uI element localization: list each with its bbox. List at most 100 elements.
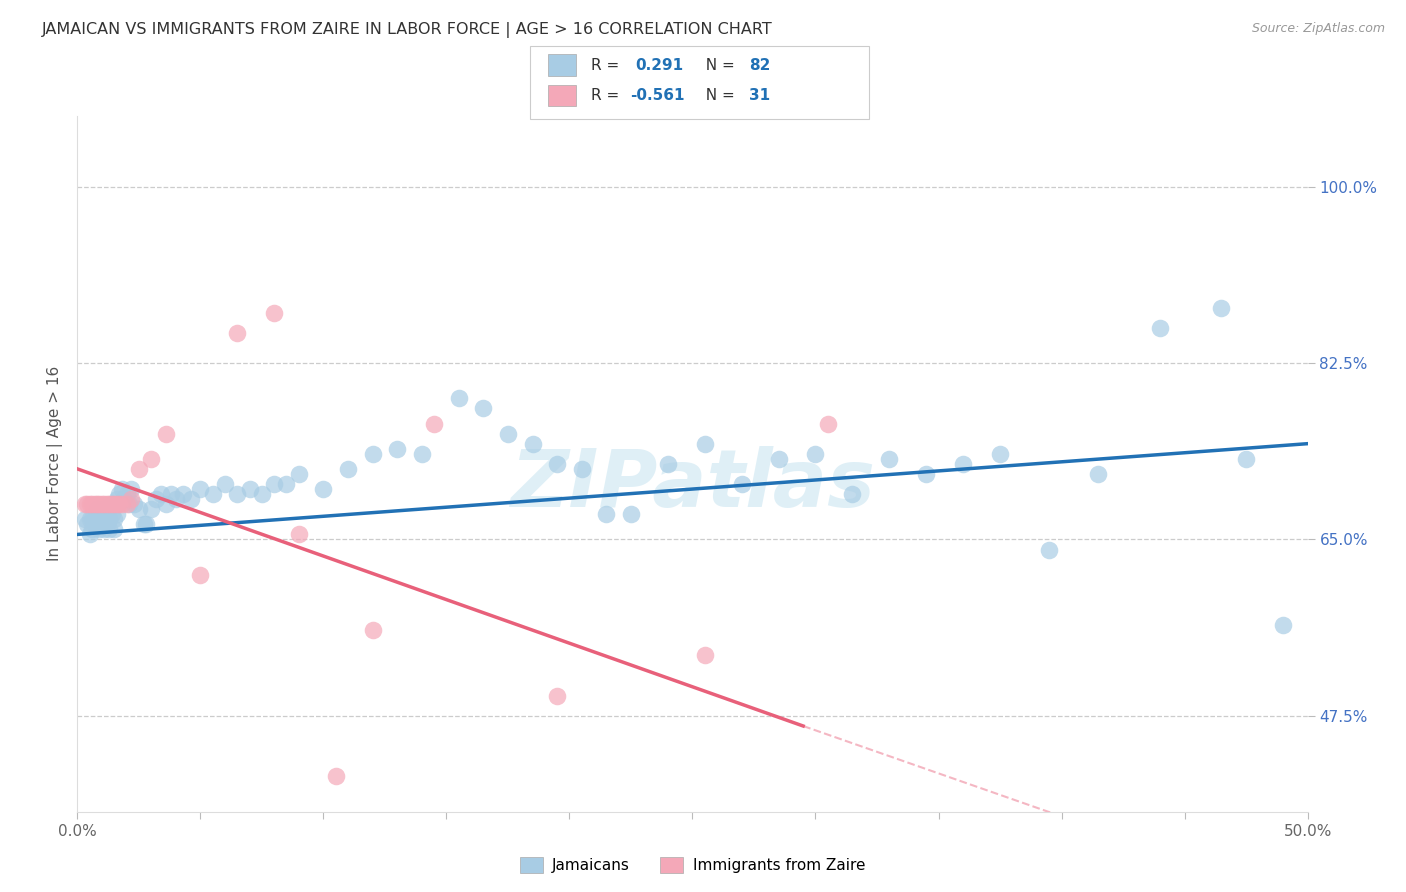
Point [337,462,360,476]
Text: 82: 82 [749,58,770,72]
Point [86,508,108,522]
Point [841,487,863,501]
Point [108,497,131,511]
Point [150,487,173,501]
Point [112,492,135,507]
Point [73,512,96,526]
Point [988,447,1011,461]
Point [111,497,132,511]
Point [1149,320,1171,334]
Point [160,487,183,501]
Point [522,436,544,450]
Point [103,512,125,526]
Text: -0.561: -0.561 [630,88,685,103]
Point [276,477,298,491]
Point [83,517,105,532]
Point [128,502,150,516]
Point [915,467,938,481]
Point [108,487,131,501]
Point [132,517,155,532]
Point [250,487,273,501]
Point [73,497,96,511]
Point [101,508,124,522]
Point [1234,451,1257,466]
Point [165,492,187,507]
Point [105,508,128,522]
Point [141,451,163,466]
Point [90,512,114,526]
Point [145,492,167,507]
Point [111,482,132,496]
Point [411,447,433,461]
Point [571,462,593,476]
Point [76,497,98,511]
Text: R =: R = [591,58,628,72]
Point [447,392,470,406]
Point [98,512,121,526]
Point [657,457,679,471]
Point [93,497,115,511]
Point [79,527,101,541]
Point [86,497,108,511]
Point [952,457,974,471]
Point [96,517,118,532]
Point [595,508,617,522]
Point [128,462,150,476]
Point [239,482,262,496]
Point [620,508,643,522]
Point [731,477,754,491]
Point [141,502,163,516]
Text: N =: N = [696,58,740,72]
Point [180,492,202,507]
Point [93,522,115,536]
Point [122,497,145,511]
Point [121,492,143,507]
Point [115,497,138,511]
Point [101,497,124,511]
Point [96,508,118,522]
Point [105,492,128,507]
Point [263,305,285,319]
Point [93,502,115,516]
Text: JAMAICAN VS IMMIGRANTS FROM ZAIRE IN LABOR FORCE | AGE > 16 CORRELATION CHART: JAMAICAN VS IMMIGRANTS FROM ZAIRE IN LAB… [42,22,773,38]
Point [76,517,98,532]
Point [1087,467,1109,481]
Point [155,426,177,441]
Point [472,401,495,416]
Point [361,624,384,638]
Point [226,326,249,340]
Y-axis label: In Labor Force | Age > 16: In Labor Force | Age > 16 [48,367,63,561]
Point [288,467,311,481]
Text: R =: R = [591,88,624,103]
Point [804,447,827,461]
Point [693,648,716,663]
Point [98,497,121,511]
Point [546,457,568,471]
Point [82,522,104,536]
Point [105,497,128,511]
Point [115,487,138,501]
Point [121,482,143,496]
Point [546,689,568,703]
Point [423,417,446,431]
Point [817,417,839,431]
Point [312,482,335,496]
Point [155,497,177,511]
Point [98,522,121,536]
Point [82,512,104,526]
Point [263,477,285,491]
Point [83,512,105,526]
Point [103,497,125,511]
Text: N =: N = [696,88,740,103]
Point [89,497,111,511]
Point [103,522,125,536]
Point [135,517,157,532]
Point [96,497,118,511]
Point [288,527,311,541]
Point [201,487,224,501]
Point [90,497,114,511]
Point [226,487,249,501]
Point [385,442,409,456]
Point [188,567,212,582]
Text: Source: ZipAtlas.com: Source: ZipAtlas.com [1251,22,1385,36]
